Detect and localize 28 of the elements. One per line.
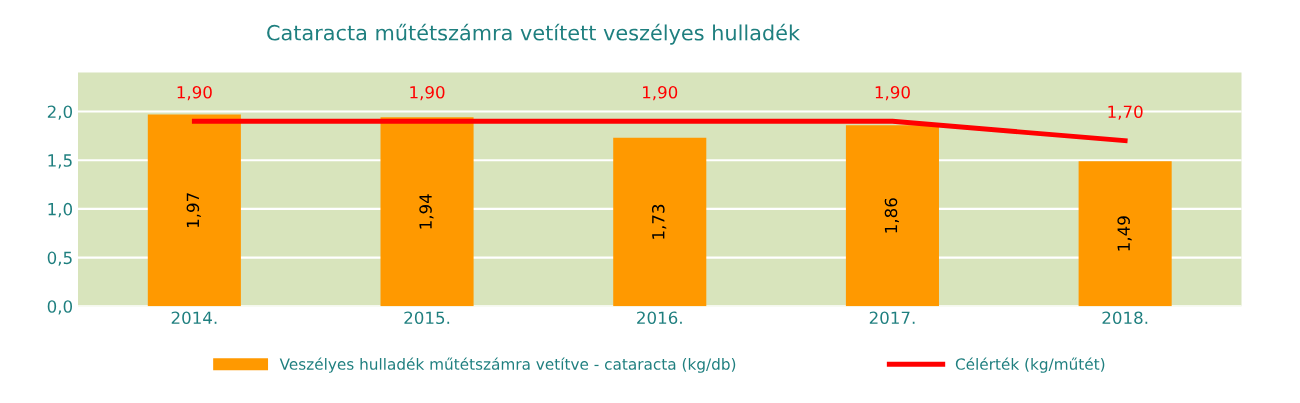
- data-label: 1,94: [419, 194, 434, 229]
- bar: [613, 137, 707, 307]
- y-tick-label: 2,0: [47, 105, 73, 120]
- y-tick-label: 1,0: [48, 202, 73, 218]
- bar: [845, 125, 939, 307]
- data-label: 1,90: [410, 85, 445, 101]
- data-label: 1,73: [651, 204, 667, 239]
- x-tick-label: 2017.: [869, 311, 915, 325]
- bar: [380, 117, 474, 307]
- chart-title: Cataracta műtétszámra vetített veszélyes hulladék: [267, 23, 800, 45]
- data-label: 1,97: [186, 193, 201, 228]
- x-tick-label: 2016.: [637, 311, 682, 325]
- data-label: 1,90: [643, 85, 678, 101]
- y-tick-label: 1,5: [48, 154, 72, 169]
- data-label: 1,70: [1108, 105, 1143, 120]
- y-tick-label: 0,0: [47, 300, 73, 315]
- x-tick-label: 2015.: [404, 311, 450, 325]
- legend-label: Veszélyes hulladék műtétszámra vetítve - cataracta (kg/db): [279, 357, 736, 373]
- bar: [1078, 161, 1172, 307]
- data-label: 1,90: [875, 85, 910, 101]
- bar: [147, 114, 241, 307]
- y-tick-label: 0,5: [47, 251, 72, 266]
- legend-label: Célérték (kg/műtét): [955, 357, 1105, 373]
- data-label: 1,49: [1117, 216, 1132, 251]
- data-label: 1,86: [884, 198, 899, 233]
- data-label: 1,90: [177, 85, 212, 101]
- x-tick-label: 2014.: [171, 311, 217, 325]
- x-tick-label: 2018.: [1102, 311, 1148, 325]
